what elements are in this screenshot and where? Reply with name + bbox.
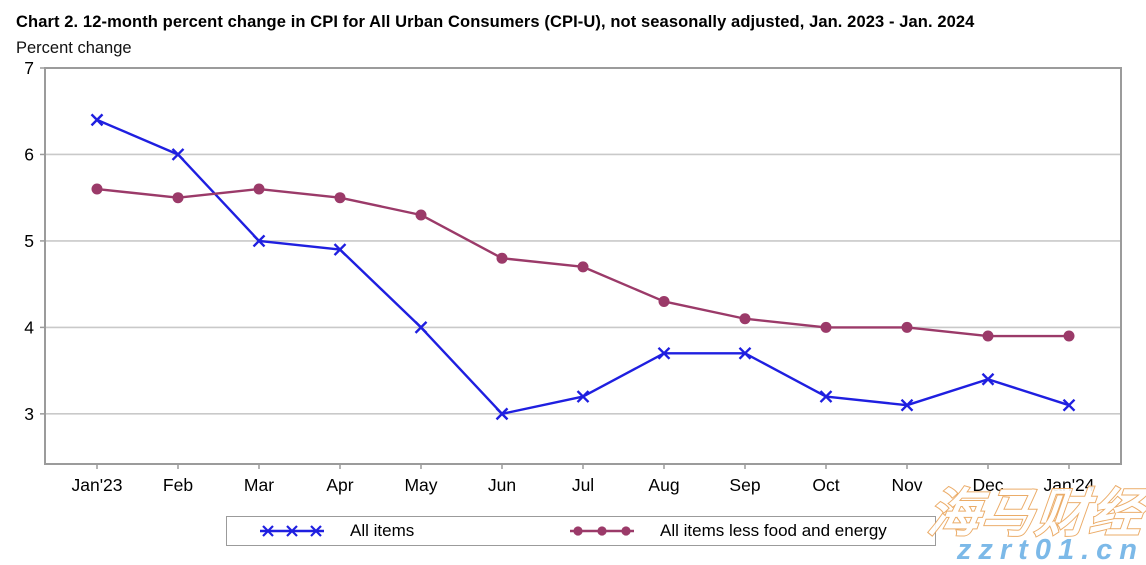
data-point-x-marker: [576, 390, 590, 403]
legend-item-all-items: All items: [259, 517, 414, 545]
y-axis-label-4: 4: [24, 317, 34, 337]
legend-item-core: All items less food and energy: [569, 517, 887, 545]
x-axis-label-6: Jul: [572, 475, 594, 495]
chart-title: Chart 2. 12-month percent change in CPI …: [16, 13, 975, 31]
y-axis-label-7: 7: [24, 58, 34, 78]
data-point-dot-marker: [658, 295, 670, 307]
legend-label-all-items: All items: [350, 521, 415, 540]
data-point-dot-marker: [1063, 330, 1075, 342]
y-axis-label-6: 6: [24, 144, 34, 164]
legend-x-marker-icon: [310, 525, 322, 537]
y-axis-unit-label: Percent change: [16, 39, 132, 57]
data-point-x-marker: [495, 407, 509, 421]
legend-dot-marker-icon: [573, 526, 583, 536]
chart-legend: All items All items less food and energy: [226, 516, 936, 546]
data-point-x-marker: [900, 398, 914, 412]
y-axis-label-5: 5: [24, 231, 34, 251]
legend-x-marker-icon: [262, 525, 274, 537]
legend-line-sample-all-items: [260, 525, 324, 537]
data-point-x-marker: [171, 148, 185, 161]
legend-dot-marker-icon: [597, 526, 607, 536]
legend-line-sample-core: [570, 526, 634, 536]
x-axis-label-11: Dec: [972, 475, 1003, 495]
data-point-x-marker: [657, 346, 671, 360]
data-point-dot-marker: [901, 321, 913, 333]
data-point-dot-marker: [577, 261, 589, 273]
x-axis-label-1: Feb: [163, 475, 193, 495]
data-point-dot-marker: [820, 321, 832, 333]
data-point-dot-marker: [91, 183, 103, 195]
x-axis-label-10: Nov: [891, 475, 922, 495]
data-point-dot-marker: [496, 252, 508, 264]
data-point-dot-marker: [253, 183, 265, 195]
x-axis-label-5: Jun: [488, 475, 516, 495]
x-axis-label-9: Oct: [812, 475, 839, 495]
x-axis-label-12: Jan'24: [1043, 475, 1094, 495]
x-axis-label-7: Aug: [648, 475, 679, 495]
x-axis-label-2: Mar: [244, 475, 274, 495]
data-point-x-marker: [1062, 398, 1076, 412]
data-point-x-marker: [738, 346, 752, 360]
data-point-dot-marker: [982, 330, 994, 342]
x-axis-label-4: May: [404, 475, 437, 495]
x-axis-label-8: Sep: [729, 475, 760, 495]
data-point-dot-marker: [739, 313, 751, 325]
data-point-x-marker: [90, 113, 104, 127]
data-point-x-marker: [414, 321, 428, 334]
data-point-x-marker: [981, 372, 995, 386]
x-axis-label-3: Apr: [326, 475, 353, 495]
x-axis-label-0: Jan'23: [71, 475, 122, 495]
y-axis-label-3: 3: [24, 404, 34, 424]
legend-x-marker-icon: [286, 525, 298, 537]
data-point-dot-marker: [415, 209, 427, 221]
data-point-dot-marker: [334, 192, 346, 204]
legend-dot-marker-icon: [621, 526, 631, 536]
data-point-x-marker: [819, 390, 833, 403]
data-point-x-marker: [333, 243, 347, 256]
data-point-x-marker: [252, 234, 266, 248]
data-point-dot-marker: [172, 192, 184, 204]
legend-label-core: All items less food and energy: [660, 521, 887, 540]
